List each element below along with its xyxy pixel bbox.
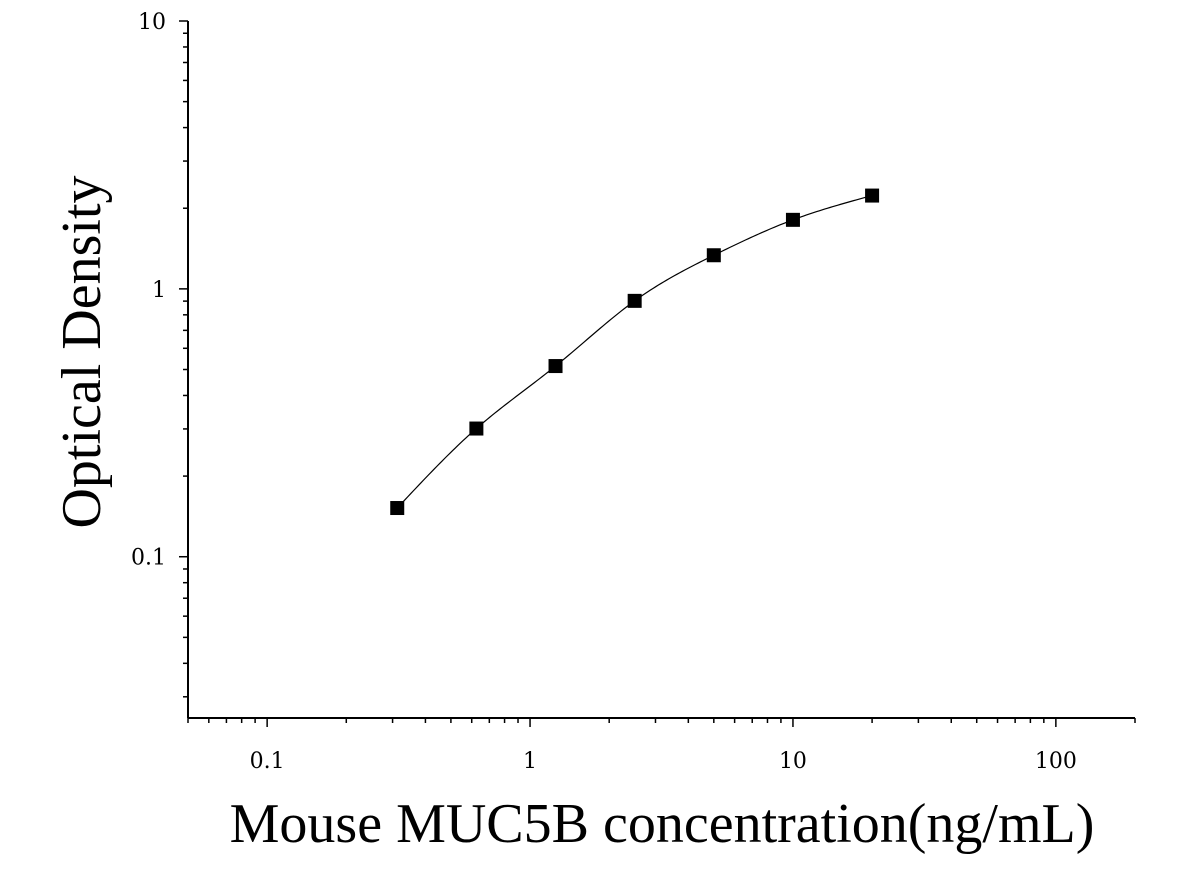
x-tick-label: 100 [1035, 749, 1077, 774]
x-axis-title: Mouse MUC5B concentration(ng/mL) [230, 793, 1095, 855]
data-point [706, 248, 721, 263]
data-point [469, 421, 484, 436]
x-tick-label: 10 [779, 749, 807, 774]
x-tick-label: 0.1 [250, 749, 285, 774]
data-point [785, 212, 800, 227]
data-point [548, 359, 563, 374]
tick-labels: 0.1 1 10 0.1 1 10 100 [131, 10, 1077, 774]
data-points [390, 188, 880, 516]
x-tick-label: 1 [523, 749, 537, 774]
ticks [179, 20, 1136, 727]
fit-curve [396, 194, 873, 509]
data-point [390, 501, 405, 516]
axes [187, 21, 1135, 719]
data-point [865, 188, 880, 203]
data-point [627, 293, 642, 308]
y-axis-title: Optical Density [51, 175, 113, 528]
y-tick-label: 1 [152, 278, 166, 303]
y-tick-label: 0.1 [131, 546, 166, 571]
y-tick-label: 10 [138, 10, 166, 35]
